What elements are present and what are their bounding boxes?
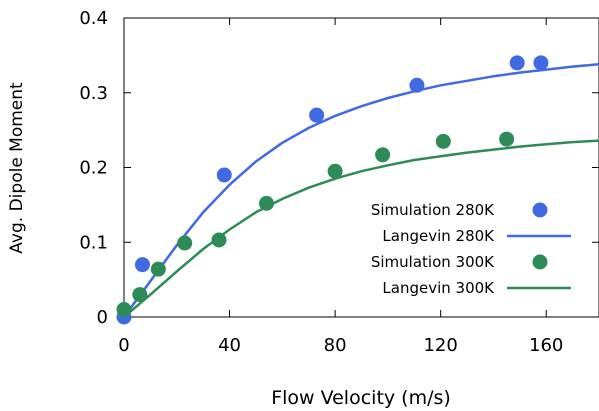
data-point-2	[328, 164, 343, 179]
legend: Simulation 280K Langevin 280K Simulation 3…	[371, 201, 571, 297]
x-tick-label: 160	[529, 335, 563, 356]
legend-label: Langevin 300K	[382, 279, 495, 297]
x-tick-label: 120	[423, 335, 457, 356]
legend-label: Langevin 280K	[382, 227, 495, 245]
data-point-2	[177, 235, 192, 250]
x-tick-label: 0	[118, 335, 129, 356]
legend-marker	[533, 255, 548, 270]
series-line-3	[124, 141, 599, 317]
data-point-0	[135, 257, 150, 272]
data-point-0	[409, 78, 424, 93]
data-point-2	[499, 132, 514, 147]
data-point-2	[117, 302, 132, 317]
x-tick-label: 80	[324, 335, 347, 356]
y-tick-label: 0.4	[79, 8, 108, 29]
data-point-2	[132, 287, 147, 302]
data-point-0	[309, 108, 324, 123]
data-point-0	[510, 55, 525, 70]
data-point-2	[259, 196, 274, 211]
y-axis-label: Avg. Dipole Moment	[7, 82, 27, 254]
x-tick-label: 40	[218, 335, 241, 356]
data-point-0	[533, 55, 548, 70]
legend-label: Simulation 300K	[371, 253, 495, 271]
legend-label: Simulation 280K	[371, 201, 495, 219]
series-layer	[117, 55, 599, 324]
x-axis-label: Flow Velocity (m/s)	[271, 387, 451, 409]
y-tick-label: 0.1	[79, 232, 108, 253]
plot-border	[124, 18, 599, 317]
data-point-0	[217, 167, 232, 182]
y-tick-label: 0	[97, 307, 108, 328]
data-point-2	[212, 233, 227, 248]
series-line-1	[124, 64, 599, 317]
data-point-2	[436, 134, 451, 149]
data-point-2	[375, 147, 390, 162]
plot-frame	[124, 18, 599, 317]
legend-marker	[533, 203, 548, 218]
data-point-2	[151, 262, 166, 277]
y-tick-label: 0.3	[79, 83, 108, 104]
y-tick-label: 0.2	[79, 158, 108, 179]
